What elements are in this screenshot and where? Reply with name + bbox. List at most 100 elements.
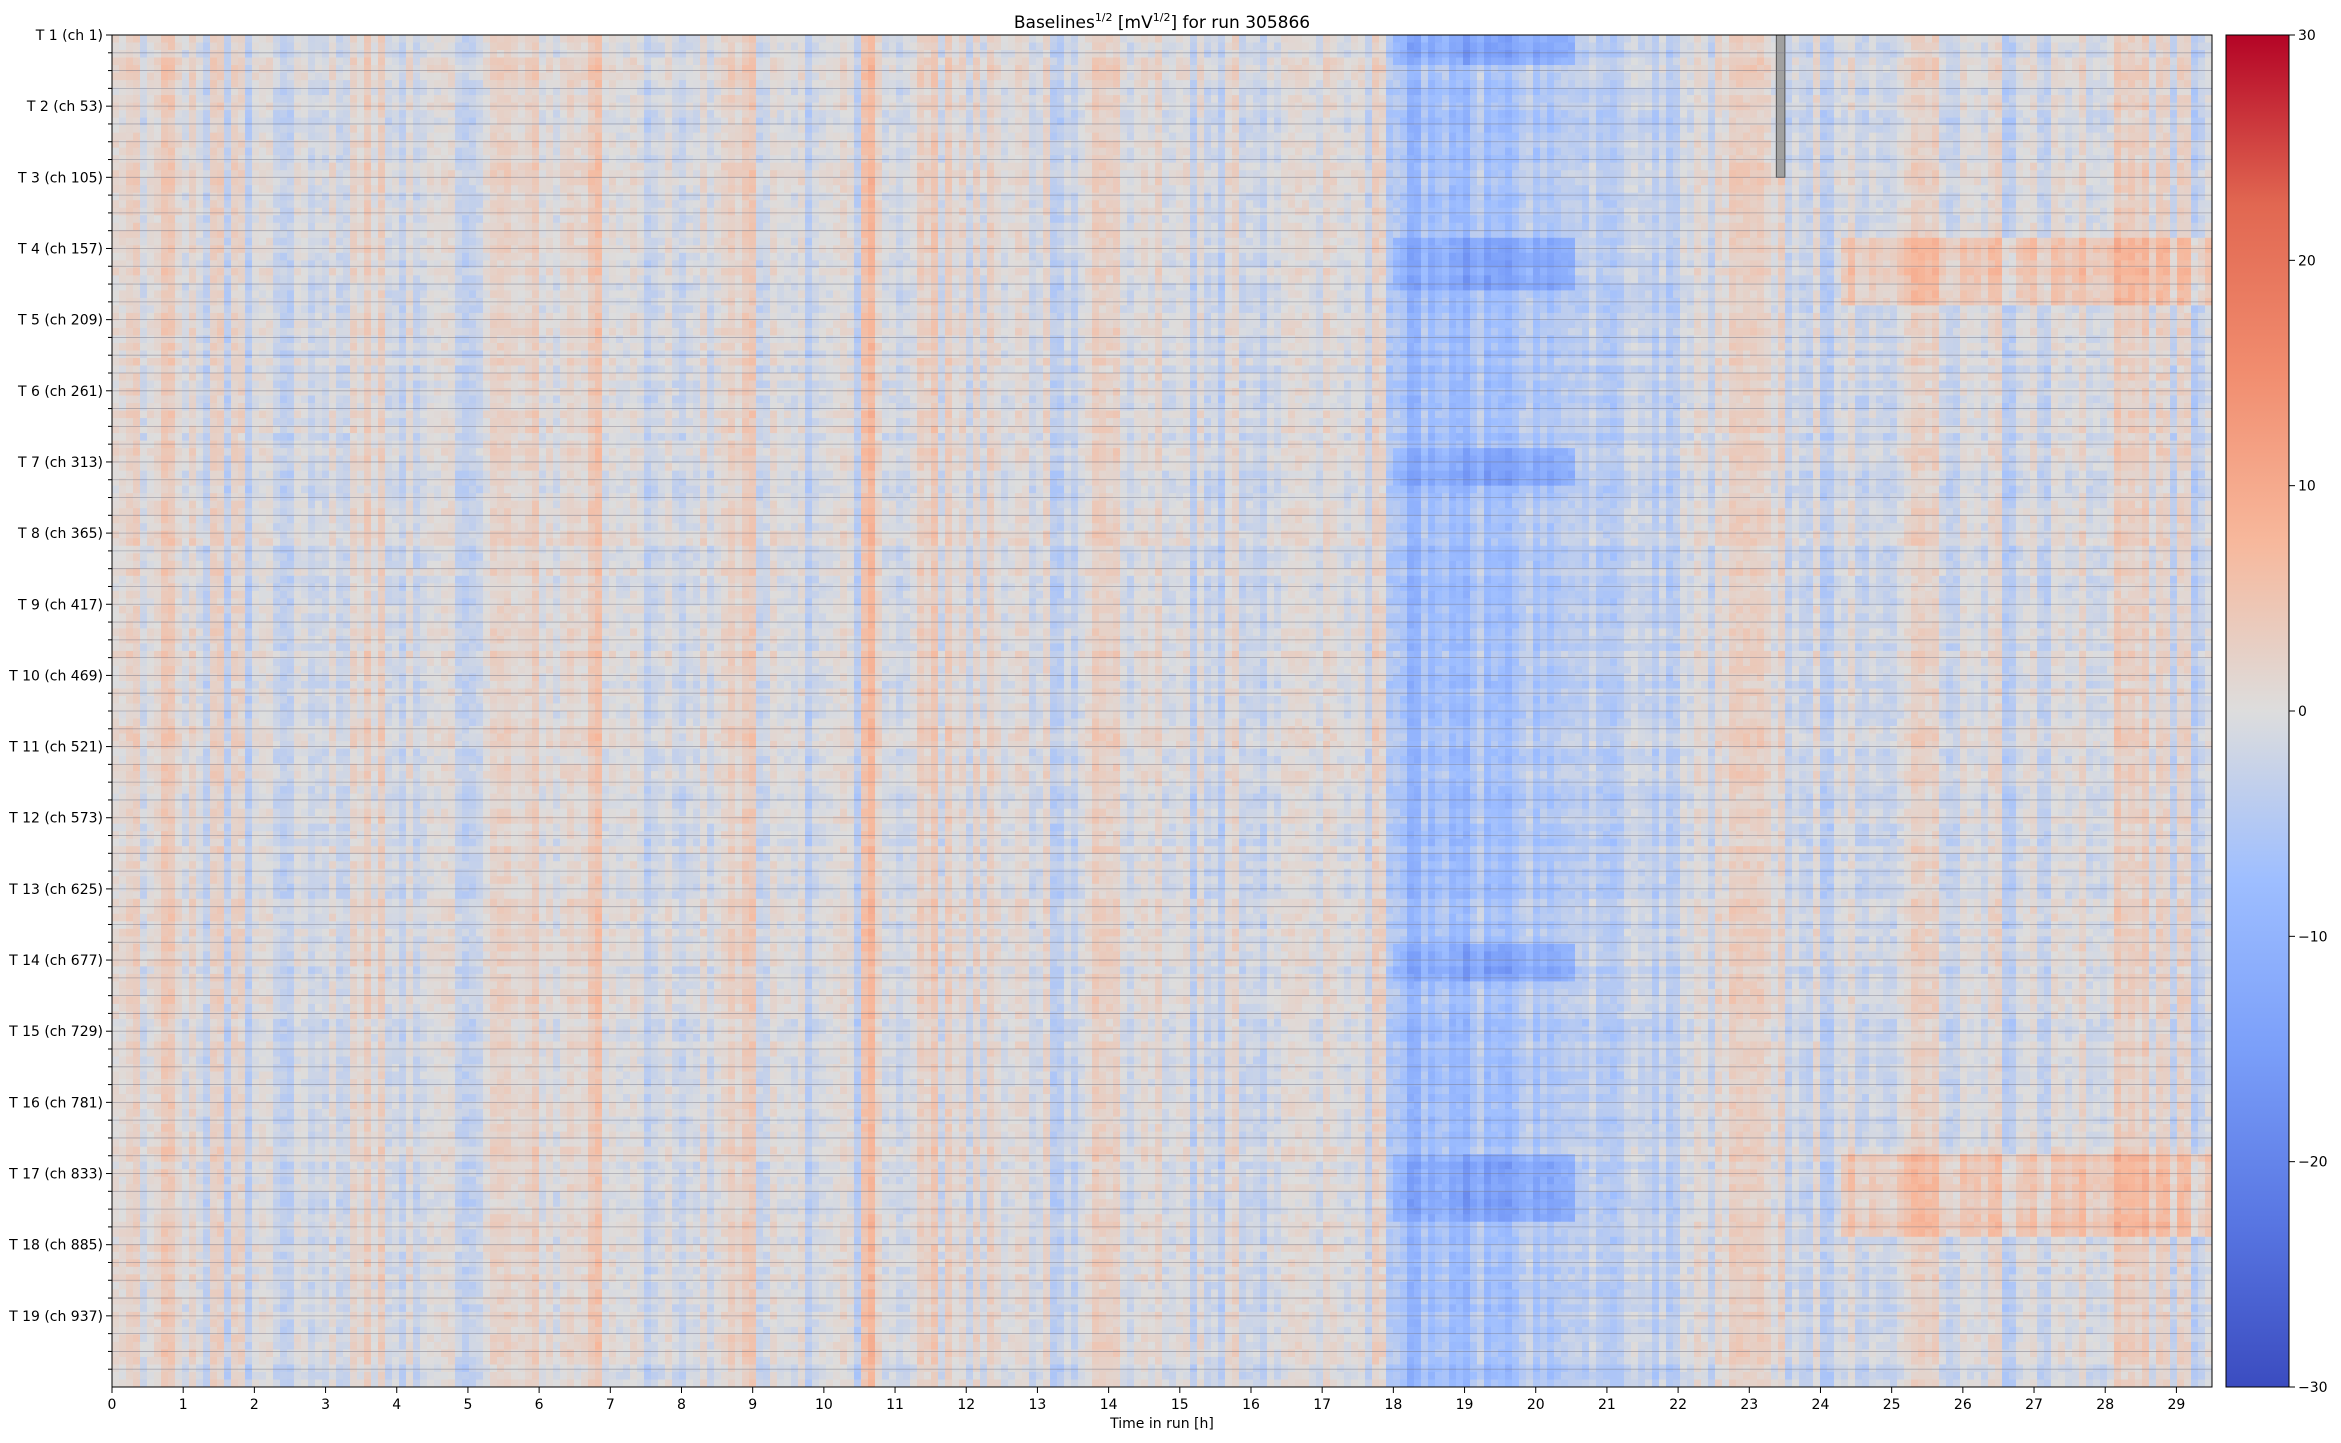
heatmap-cell: [2065, 58, 2073, 66]
heatmap-cell: [1785, 73, 1793, 81]
heatmap-cell: [567, 58, 575, 66]
heatmap-cell: [497, 58, 505, 66]
heatmap-cell: [567, 43, 575, 51]
heatmap-cell: [1610, 73, 1618, 81]
heatmap-cell: [1407, 65, 1415, 73]
heatmap-cell: [1113, 58, 1121, 66]
heatmap-cell: [308, 50, 316, 58]
heatmap-cell: [1155, 65, 1163, 73]
heatmap-cell: [714, 73, 722, 81]
heatmap-cell: [1638, 58, 1646, 66]
heatmap-cell: [2079, 73, 2087, 81]
heatmap-cell: [1127, 43, 1135, 51]
heatmap-cell: [1323, 65, 1331, 73]
heatmap-cell: [2205, 35, 2213, 43]
heatmap-cell: [112, 58, 120, 66]
heatmap-cell: [1050, 35, 1058, 43]
heatmap-cell: [280, 43, 288, 51]
heatmap-cell: [889, 65, 897, 73]
heatmap-cell: [1421, 65, 1429, 73]
heatmap-cell: [721, 58, 729, 66]
heatmap-cell: [1869, 73, 1877, 81]
heatmap-cell: [252, 73, 260, 81]
heatmap-cell: [1617, 73, 1625, 81]
heatmap-cell: [2121, 35, 2129, 43]
heatmap-cell: [406, 65, 414, 73]
heatmap-cell: [2009, 50, 2017, 58]
heatmap-cell: [203, 58, 211, 66]
heatmap-cell: [1484, 35, 1492, 43]
heatmap-cell: [1512, 65, 1520, 73]
heatmap-cell: [1561, 73, 1569, 81]
heatmap-cell: [1106, 73, 1114, 81]
heatmap-cell: [938, 65, 946, 73]
heatmap-cell: [2156, 73, 2164, 81]
heatmap-cell: [1603, 65, 1611, 73]
heatmap-cell: [588, 58, 596, 66]
heatmap-cell: [140, 58, 148, 66]
heatmap-cell: [147, 43, 155, 51]
heatmap-cell: [1575, 73, 1583, 81]
heatmap-cell: [819, 43, 827, 51]
heatmap-cell: [1946, 73, 1954, 81]
heatmap-cell: [784, 35, 792, 43]
heatmap-cell: [1113, 35, 1121, 43]
heatmap-cell: [1890, 43, 1898, 51]
heatmap-cell: [1743, 73, 1751, 81]
heatmap-cell: [1029, 35, 1037, 43]
heatmap-cell: [1008, 58, 1016, 66]
heatmap-cell: [910, 58, 918, 66]
heatmap-cell: [2044, 43, 2052, 51]
heatmap-cell: [175, 65, 183, 73]
heatmap-cell: [203, 73, 211, 81]
heatmap-cell: [1708, 58, 1716, 66]
heatmap-cell: [1414, 50, 1422, 58]
heatmap-cell: [1155, 50, 1163, 58]
heatmap-cell: [357, 73, 365, 81]
heatmap-cell: [609, 43, 617, 51]
heatmap-cell: [1617, 43, 1625, 51]
heatmap-cell: [588, 50, 596, 58]
heatmap-cell: [147, 58, 155, 66]
heatmap-cell: [1897, 73, 1905, 81]
heatmap-cell: [945, 50, 953, 58]
heatmap-cell: [1855, 65, 1863, 73]
heatmap-cell: [2114, 65, 2122, 73]
heatmap-cell: [924, 73, 932, 81]
heatmap-cell: [959, 43, 967, 51]
heatmap-cell: [637, 50, 645, 58]
heatmap-cell: [1974, 43, 1982, 51]
heatmap-cell: [539, 58, 547, 66]
heatmap-cell: [1001, 65, 1009, 73]
heatmap-cell: [1141, 43, 1149, 51]
heatmap-cell: [700, 35, 708, 43]
heatmap-cell: [1148, 50, 1156, 58]
heatmap-cell: [1876, 73, 1884, 81]
heatmap-cell: [238, 73, 246, 81]
heatmap-cell: [252, 58, 260, 66]
heatmap-cell: [371, 58, 379, 66]
heatmap-cell: [1526, 35, 1534, 43]
heatmap-cell: [1568, 65, 1576, 73]
heatmap-cell: [1792, 43, 1800, 51]
heatmap-cell: [1568, 58, 1576, 66]
heatmap-cell: [1309, 65, 1317, 73]
heatmap-cell: [1617, 50, 1625, 58]
heatmap-cell: [987, 43, 995, 51]
heatmap-cell: [1435, 35, 1443, 43]
heatmap-cell: [945, 65, 953, 73]
heatmap-cell: [1988, 35, 1996, 43]
heatmap-cell: [2163, 65, 2171, 73]
heatmap-cell: [1330, 50, 1338, 58]
heatmap-cell: [245, 80, 253, 88]
heatmap-cell: [1428, 50, 1436, 58]
heatmap-cell: [910, 35, 918, 43]
heatmap-cell: [357, 58, 365, 66]
heatmap-cell: [875, 58, 883, 66]
heatmap-cell: [1239, 43, 1247, 51]
heatmap-cell: [1890, 35, 1898, 43]
heatmap-cell: [238, 58, 246, 66]
heatmap-cell: [364, 50, 372, 58]
heatmap-cell: [1393, 35, 1401, 43]
heatmap-cell: [889, 73, 897, 81]
